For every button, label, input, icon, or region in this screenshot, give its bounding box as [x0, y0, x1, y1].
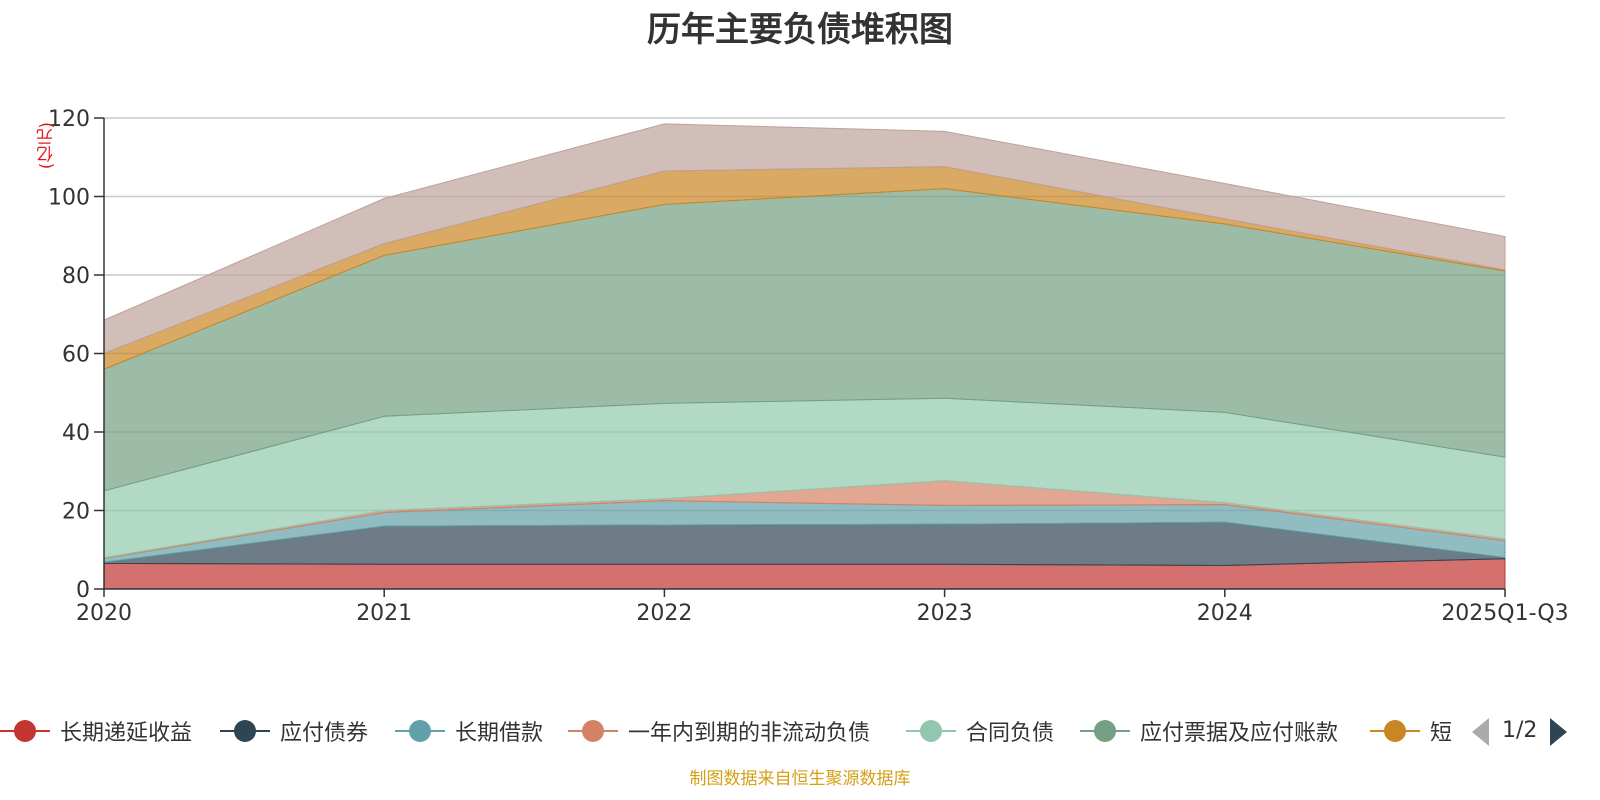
legend-marker-icon	[568, 714, 618, 748]
data-source-note: 制图数据来自恒生聚源数据库	[689, 769, 911, 789]
legend-item-2[interactable]: 长期借款	[395, 714, 543, 748]
legend-item-0[interactable]: 长期递延收益	[0, 714, 192, 748]
legend-label: 一年内到期的非流动负债	[628, 721, 871, 746]
legend-marker-icon	[906, 714, 956, 748]
x-tick-label: 2021	[356, 601, 412, 626]
legend-marker-icon	[1370, 714, 1420, 748]
y-tick-label: 80	[62, 264, 90, 289]
legend-label: 应付债券	[280, 721, 369, 746]
legend-label: 应付票据及应付账款	[1140, 721, 1339, 746]
y-tick-label: 20	[62, 500, 90, 525]
legend-item-5[interactable]: 应付票据及应付账款	[1080, 714, 1338, 748]
y-tick-label: 120	[48, 107, 90, 132]
y-tick-label: 40	[62, 421, 90, 446]
x-tick-label: 2023	[917, 601, 973, 626]
legend-marker-icon	[220, 714, 270, 748]
legend-label: 长期递延收益	[60, 721, 193, 746]
x-tick-label: 2022	[636, 601, 692, 626]
legend-label: 长期借款	[455, 721, 544, 746]
legend-marker-icon	[1080, 714, 1130, 748]
legend-marker-icon	[395, 714, 445, 748]
chart-legend: 长期递延收益 应付债券 长期借款 一年内到期的非流动负债 合同负债 应付票据及应…	[0, 714, 1600, 748]
y-tick-label: 100	[48, 186, 90, 211]
legend-next-page-icon[interactable]	[1550, 718, 1567, 746]
legend-item-1[interactable]: 应付债券	[220, 714, 368, 748]
legend-label: 合同负债	[966, 721, 1055, 746]
x-tick-label: 2025Q1-Q3	[1441, 601, 1568, 626]
legend-label: 短	[1430, 721, 1453, 746]
legend-item-6[interactable]: 短	[1370, 714, 1452, 748]
chart-title: 历年主要负债堆积图	[647, 10, 953, 50]
x-tick-label: 2024	[1197, 601, 1253, 626]
legend-item-4[interactable]: 合同负债	[906, 714, 1054, 748]
legend-marker-icon	[0, 714, 50, 748]
area-series-7	[103, 123, 1506, 355]
legend-item-3[interactable]: 一年内到期的非流动负债	[568, 714, 870, 748]
y-tick-label: 60	[62, 343, 90, 368]
legend-page-indicator: 1/2	[1502, 718, 1538, 743]
x-tick-label: 2020	[76, 601, 132, 626]
y-axis-unit-label: (亿元)	[37, 122, 57, 170]
legend-prev-page-icon[interactable]	[1472, 718, 1489, 746]
y-tick-label: 0	[76, 578, 90, 603]
